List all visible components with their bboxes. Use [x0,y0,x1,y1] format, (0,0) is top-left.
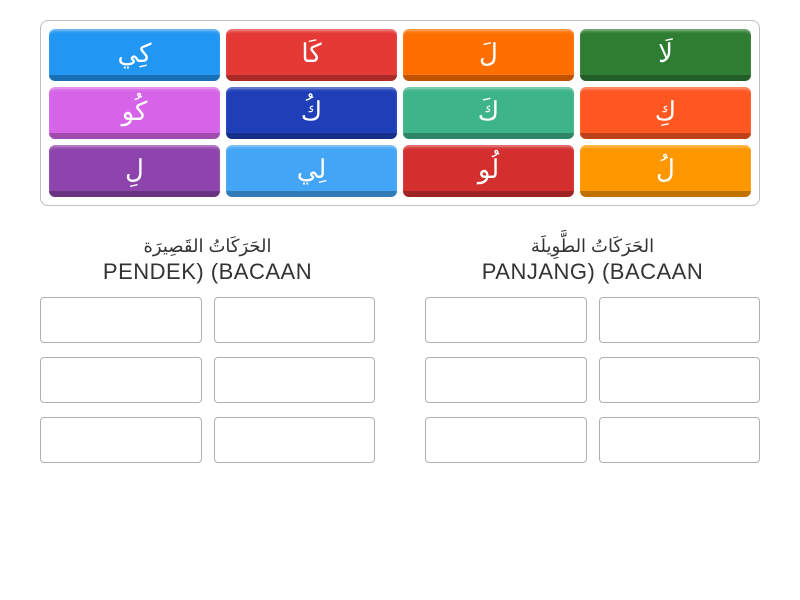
draggable-tile[interactable]: كَ [403,87,574,139]
draggable-tile[interactable]: لُو [403,145,574,197]
drop-slot[interactable] [425,417,587,463]
draggable-tile[interactable]: لِي [226,145,397,197]
drop-slot[interactable] [599,357,761,403]
zone-panjang-title: الحَرَكَاتُ الطَّوِيلَة [425,236,760,257]
zone-pendek-title: الحَرَكَاتُ القَصِيرَة [40,236,375,257]
drop-zones-container: الحَرَكَاتُ القَصِيرَة PENDEK) (BACAAN ا… [40,236,760,463]
draggable-tile[interactable]: كَا [226,29,397,81]
draggable-tile[interactable]: لَ [403,29,574,81]
zone-panjang-subtitle: PANJANG) (BACAAN [425,259,760,285]
drop-slot[interactable] [40,297,202,343]
draggable-tile[interactable]: لِ [49,145,220,197]
drop-slot[interactable] [599,297,761,343]
drop-slot[interactable] [599,417,761,463]
zone-panjang-slots [425,297,760,463]
zone-pendek-subtitle: PENDEK) (BACAAN [40,259,375,285]
zone-panjang: الحَرَكَاتُ الطَّوِيلَة PANJANG) (BACAAN [425,236,760,463]
tile-grid: كِيكَالَلَا كُوكُكَكِ لِلِيلُولُ [49,29,751,197]
draggable-tile[interactable]: لَا [580,29,751,81]
draggable-tile[interactable]: كُو [49,87,220,139]
drop-slot[interactable] [425,357,587,403]
drop-slot[interactable] [40,417,202,463]
draggable-tile[interactable]: كِ [580,87,751,139]
tile-source-panel: كِيكَالَلَا كُوكُكَكِ لِلِيلُولُ [40,20,760,206]
drop-slot[interactable] [214,417,376,463]
draggable-tile[interactable]: كِي [49,29,220,81]
zone-pendek: الحَرَكَاتُ القَصِيرَة PENDEK) (BACAAN [40,236,375,463]
drop-slot[interactable] [425,297,587,343]
drop-slot[interactable] [214,357,376,403]
drop-slot[interactable] [40,357,202,403]
drop-slot[interactable] [214,297,376,343]
draggable-tile[interactable]: لُ [580,145,751,197]
draggable-tile[interactable]: كُ [226,87,397,139]
zone-pendek-slots [40,297,375,463]
